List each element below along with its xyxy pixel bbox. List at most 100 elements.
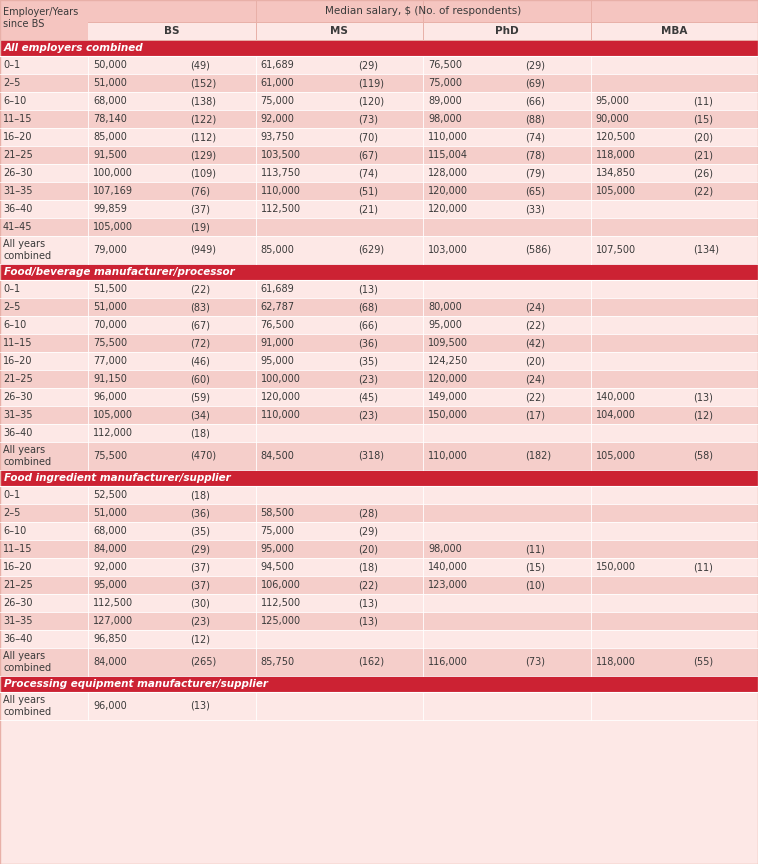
Text: 150,000: 150,000 <box>428 410 468 420</box>
Bar <box>0 424 758 442</box>
Text: 107,500: 107,500 <box>596 245 636 255</box>
Text: 95,000: 95,000 <box>261 356 294 366</box>
Text: 2–5: 2–5 <box>3 302 20 312</box>
Text: (109): (109) <box>190 168 217 178</box>
Text: 91,150: 91,150 <box>93 374 127 384</box>
Text: 140,000: 140,000 <box>596 392 635 402</box>
Text: 124,250: 124,250 <box>428 356 468 366</box>
Text: 120,000: 120,000 <box>428 374 468 384</box>
Text: 0–1: 0–1 <box>3 60 20 70</box>
Text: (37): (37) <box>190 562 211 572</box>
Text: 94,500: 94,500 <box>261 562 294 572</box>
Text: 21–25: 21–25 <box>3 374 33 384</box>
Text: 31–35: 31–35 <box>3 410 33 420</box>
Text: 99,859: 99,859 <box>93 204 127 214</box>
Bar <box>0 56 758 74</box>
Text: 77,000: 77,000 <box>93 356 127 366</box>
Text: 112,000: 112,000 <box>93 428 133 438</box>
Text: 0–1: 0–1 <box>3 284 20 294</box>
Text: 100,000: 100,000 <box>261 374 300 384</box>
Text: 95,000: 95,000 <box>261 544 294 554</box>
Bar <box>0 218 758 236</box>
Text: 61,000: 61,000 <box>261 78 294 88</box>
Text: (45): (45) <box>358 392 378 402</box>
Text: (13): (13) <box>190 701 211 711</box>
Text: 103,000: 103,000 <box>428 245 468 255</box>
Text: 127,000: 127,000 <box>93 616 133 626</box>
Text: (11): (11) <box>693 562 713 572</box>
Text: 84,500: 84,500 <box>261 451 294 461</box>
Text: (67): (67) <box>190 320 211 330</box>
Text: (74): (74) <box>525 132 546 142</box>
Text: 91,000: 91,000 <box>261 338 294 348</box>
Text: 120,000: 120,000 <box>428 186 468 196</box>
Text: (21): (21) <box>693 150 713 160</box>
Text: 84,000: 84,000 <box>93 544 127 554</box>
Bar <box>0 594 758 612</box>
Text: (20): (20) <box>358 544 378 554</box>
Text: 105,000: 105,000 <box>93 222 133 232</box>
Bar <box>0 470 758 486</box>
Text: 51,500: 51,500 <box>93 284 127 294</box>
Text: (182): (182) <box>525 451 552 461</box>
Text: 120,500: 120,500 <box>596 132 636 142</box>
Text: 75,500: 75,500 <box>93 338 127 348</box>
Text: 120,000: 120,000 <box>261 392 300 402</box>
Text: 112,500: 112,500 <box>93 598 133 608</box>
Text: 21–25: 21–25 <box>3 150 33 160</box>
Text: 75,000: 75,000 <box>428 78 462 88</box>
Text: (129): (129) <box>190 150 217 160</box>
Text: 16–20: 16–20 <box>3 356 33 366</box>
Bar <box>0 280 758 298</box>
Bar <box>0 558 758 576</box>
Text: (78): (78) <box>525 150 546 160</box>
Text: (66): (66) <box>358 320 378 330</box>
Text: 134,850: 134,850 <box>596 168 635 178</box>
Text: (318): (318) <box>358 451 384 461</box>
Text: 6–10: 6–10 <box>3 526 27 536</box>
Text: All years
combined: All years combined <box>3 651 51 673</box>
Bar <box>0 298 758 316</box>
Text: (59): (59) <box>190 392 211 402</box>
Text: (12): (12) <box>190 634 211 644</box>
Text: (265): (265) <box>190 657 217 667</box>
Text: 75,000: 75,000 <box>261 526 295 536</box>
Text: 36–40: 36–40 <box>3 428 33 438</box>
Text: (119): (119) <box>358 78 384 88</box>
Text: 0–1: 0–1 <box>3 490 20 500</box>
Text: 93,750: 93,750 <box>261 132 295 142</box>
Text: 26–30: 26–30 <box>3 598 33 608</box>
Text: 105,000: 105,000 <box>596 186 635 196</box>
Text: (22): (22) <box>358 580 378 590</box>
Text: (17): (17) <box>525 410 546 420</box>
Text: (69): (69) <box>525 78 545 88</box>
Text: 140,000: 140,000 <box>428 562 468 572</box>
Text: (35): (35) <box>358 356 378 366</box>
Bar <box>88 0 758 22</box>
Text: 76,500: 76,500 <box>428 60 462 70</box>
Text: 85,000: 85,000 <box>93 132 127 142</box>
Text: 116,000: 116,000 <box>428 657 468 667</box>
Text: 112,500: 112,500 <box>261 204 301 214</box>
Text: 61,689: 61,689 <box>261 60 294 70</box>
Bar <box>0 40 758 56</box>
Text: (30): (30) <box>190 598 211 608</box>
Text: (26): (26) <box>693 168 713 178</box>
Text: (13): (13) <box>358 284 378 294</box>
Text: 75,000: 75,000 <box>261 96 295 106</box>
Text: (13): (13) <box>358 616 378 626</box>
Text: 26–30: 26–30 <box>3 392 33 402</box>
Text: (65): (65) <box>525 186 546 196</box>
Text: 51,000: 51,000 <box>93 508 127 518</box>
Bar <box>0 92 758 110</box>
Bar <box>88 22 758 40</box>
Text: (470): (470) <box>190 451 217 461</box>
Text: (18): (18) <box>190 490 211 500</box>
Text: 95,000: 95,000 <box>93 580 127 590</box>
Bar <box>0 264 758 280</box>
Text: (24): (24) <box>525 374 546 384</box>
Bar <box>0 352 758 370</box>
Text: (49): (49) <box>190 60 211 70</box>
Text: 112,500: 112,500 <box>261 598 301 608</box>
Bar <box>0 146 758 164</box>
